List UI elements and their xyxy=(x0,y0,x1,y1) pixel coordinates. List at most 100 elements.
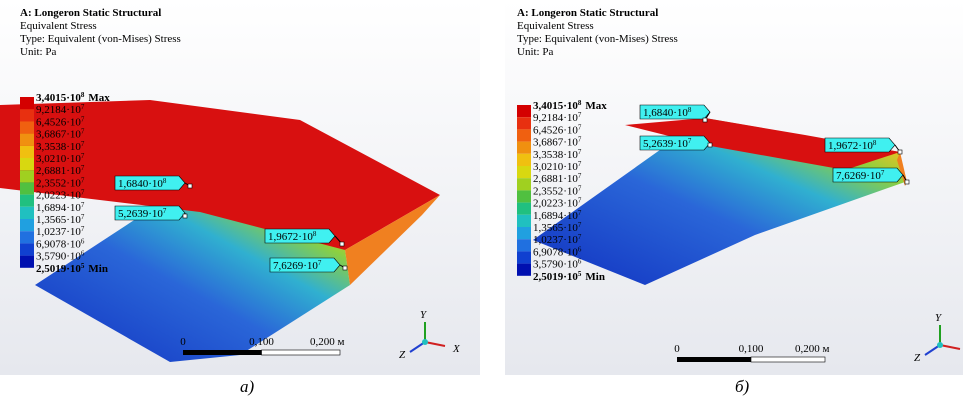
caption: б) xyxy=(735,377,750,396)
legend-label-note: Min xyxy=(88,263,108,275)
header-line: Unit: Pa xyxy=(517,46,553,58)
probe-point xyxy=(343,266,347,270)
legend-label-mantissa: 3,4015·10 xyxy=(533,100,578,112)
legend-label-mantissa: 2,5019·10 xyxy=(533,271,578,283)
legend-label-mantissa: 2,0223·10 xyxy=(533,198,578,210)
probe-label-exponent: 8 xyxy=(313,230,317,238)
scale-label: 0,200 м xyxy=(310,336,345,348)
probe-label-mantissa: 1,9672·10 xyxy=(268,231,313,243)
legend-label-mantissa: 2,3552·10 xyxy=(36,177,81,189)
legend-label: 1,3565·107 xyxy=(533,221,582,234)
axis-origin xyxy=(937,342,943,348)
legend-swatch xyxy=(20,121,34,133)
scale-bar xyxy=(183,350,262,355)
legend-label-exponent: 7 xyxy=(81,201,85,209)
legend-label-mantissa: 1,3565·10 xyxy=(36,214,81,226)
legend-label-exponent: 6 xyxy=(578,245,582,253)
legend-swatch xyxy=(517,203,531,215)
legend-swatch xyxy=(517,190,531,202)
legend-label-exponent: 7 xyxy=(578,123,582,131)
legend-label-exponent: 7 xyxy=(578,209,582,217)
legend-label-mantissa: 3,5790·10 xyxy=(36,251,81,263)
legend-swatch xyxy=(20,134,34,146)
legend-swatch xyxy=(20,146,34,158)
legend-label-mantissa: 1,0237·10 xyxy=(533,234,578,246)
legend-label-mantissa: 3,6867·10 xyxy=(36,129,81,141)
legend-label-exponent: 7 xyxy=(81,164,85,172)
probe-label: 7,6269·107 xyxy=(273,259,322,272)
legend-label: 3,0210·107 xyxy=(36,152,85,165)
legend-label: 2,5019·105Min xyxy=(533,270,605,283)
legend-label-exponent: 6 xyxy=(81,250,85,258)
header-line: Type: Equivalent (von-Mises) Stress xyxy=(20,33,181,45)
legend-label-mantissa: 2,6881·10 xyxy=(533,173,578,185)
legend-label-mantissa: 1,6894·10 xyxy=(533,210,578,222)
legend-label-exponent: 6 xyxy=(578,258,582,266)
legend-label: 3,3538·107 xyxy=(533,148,582,161)
legend-swatch xyxy=(20,256,34,268)
legend-label: 6,4526·107 xyxy=(533,123,582,136)
scale-label: 0 xyxy=(180,336,186,348)
probe-point xyxy=(183,214,187,218)
legend-swatch xyxy=(20,219,34,231)
header-line: Unit: Pa xyxy=(20,46,56,58)
legend-label: 3,5790·106 xyxy=(533,258,582,271)
probe-label-exponent: 8 xyxy=(688,106,692,114)
header-line: A: Longeron Static Structural xyxy=(20,7,161,19)
legend-swatch xyxy=(20,158,34,170)
legend-label-exponent: 8 xyxy=(578,99,582,107)
legend-label: 1,6894·107 xyxy=(36,201,85,214)
legend-swatch xyxy=(20,195,34,207)
legend-label-exponent: 7 xyxy=(578,221,582,229)
legend-label-exponent: 7 xyxy=(578,197,582,205)
legend-label-exponent: 7 xyxy=(81,213,85,221)
panel: A: Longeron Static StructuralEquivalent … xyxy=(0,0,480,396)
legend-swatch xyxy=(20,109,34,121)
legend-label-mantissa: 2,5019·10 xyxy=(36,263,81,275)
legend-swatch xyxy=(20,231,34,243)
legend-label: 1,0237·107 xyxy=(36,225,85,238)
legend-label-exponent: 7 xyxy=(578,172,582,180)
probe-label: 5,2639·107 xyxy=(643,137,692,150)
legend-label-mantissa: 1,6894·10 xyxy=(36,202,81,214)
legend-swatch xyxy=(517,264,531,276)
axis-label: X xyxy=(452,343,461,355)
probe-label: 1,9672·108 xyxy=(268,230,317,243)
legend-label-exponent: 7 xyxy=(578,160,582,168)
legend-label: 6,4526·107 xyxy=(36,115,85,128)
probe-point xyxy=(188,184,192,188)
legend-label-exponent: 7 xyxy=(578,111,582,119)
legend-label-exponent: 7 xyxy=(81,140,85,148)
legend-label-mantissa: 3,6867·10 xyxy=(533,137,578,149)
probe-point xyxy=(703,118,707,122)
probe-label-mantissa: 1,6840·10 xyxy=(643,107,688,119)
legend-label-mantissa: 3,3538·10 xyxy=(533,149,578,161)
probe-label-mantissa: 5,2639·10 xyxy=(118,208,163,220)
legend-swatch xyxy=(517,239,531,251)
legend-label-note: Max xyxy=(88,92,110,104)
panel: A: Longeron Static StructuralEquivalent … xyxy=(505,0,963,396)
legend-swatch xyxy=(517,166,531,178)
legend-label-exponent: 7 xyxy=(578,136,582,144)
probe-point xyxy=(708,143,712,147)
legend-label-exponent: 7 xyxy=(81,103,85,111)
legend-label: 3,6867·107 xyxy=(533,136,582,149)
legend-swatch xyxy=(20,170,34,182)
probe-label: 1,6840·108 xyxy=(643,106,692,119)
legend-label: 6,9078·106 xyxy=(36,237,85,250)
legend-label-exponent: 7 xyxy=(81,225,85,233)
scale-bar xyxy=(751,357,825,362)
legend-label-exponent: 7 xyxy=(81,128,85,136)
legend-label-exponent: 7 xyxy=(81,176,85,184)
probe-label-exponent: 8 xyxy=(163,177,167,185)
legend-label: 3,0210·107 xyxy=(533,160,582,173)
legend-swatch xyxy=(517,117,531,129)
legend-swatch xyxy=(20,182,34,194)
probe-label-exponent: 7 xyxy=(881,169,885,177)
probe-label: 1,6840·108 xyxy=(118,177,167,190)
legend-label: 2,0223·107 xyxy=(533,197,582,210)
legend-label: 6,9078·106 xyxy=(533,245,582,258)
legend-label: 2,6881·107 xyxy=(533,172,582,185)
legend-label: 9,2184·107 xyxy=(36,103,85,116)
legend-swatch xyxy=(517,215,531,227)
